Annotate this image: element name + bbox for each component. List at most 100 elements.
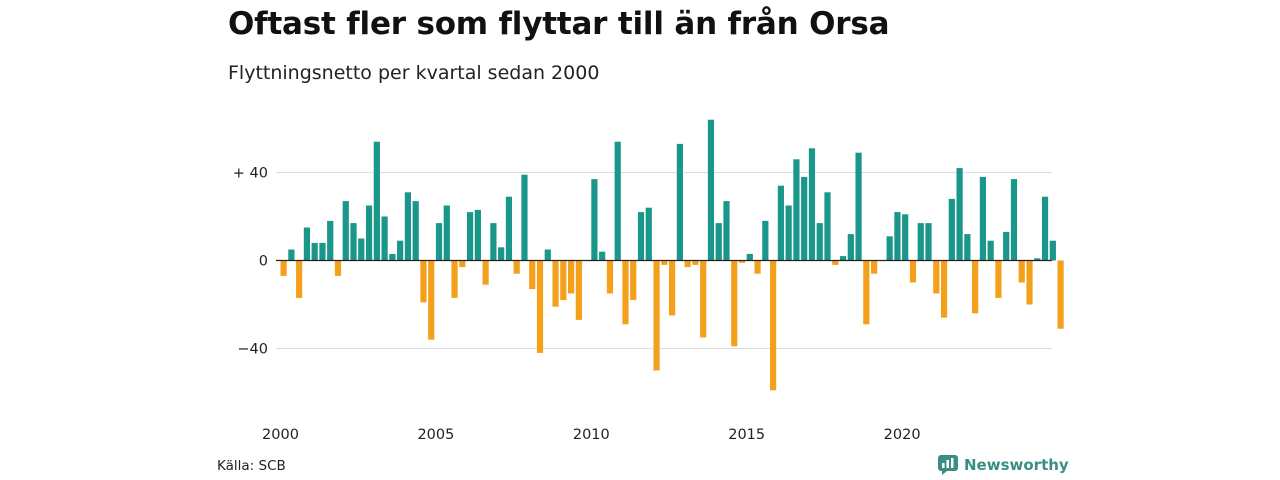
y-tick-label: 0 (259, 254, 268, 270)
bar-negative (420, 260, 427, 303)
bar-positive (288, 249, 295, 261)
bar-negative (738, 260, 746, 263)
bar-positive (1041, 196, 1049, 261)
bar-negative (334, 260, 342, 276)
bar-negative (280, 260, 287, 276)
bar-positive (808, 148, 816, 261)
bar-negative (560, 260, 567, 301)
bar-positive (373, 141, 380, 261)
bar-negative (995, 260, 1002, 298)
bar-negative (296, 260, 303, 298)
bar-negative (871, 260, 878, 274)
bar-positive (599, 251, 606, 261)
bar-negative (552, 260, 559, 307)
newsworthy-icon (938, 455, 958, 475)
bar-positive (676, 143, 683, 261)
x-tick-label: 2000 (262, 427, 299, 443)
bar-positive (839, 256, 847, 261)
bar-negative (575, 260, 582, 320)
bar-positive (350, 223, 357, 261)
bar-negative (700, 260, 707, 338)
bar-positive (707, 119, 715, 261)
bar-positive (521, 174, 528, 261)
bar-negative (909, 260, 917, 283)
bar-positive (987, 240, 994, 261)
bar-negative (622, 260, 629, 325)
newsworthy-logo[interactable]: Newsworthy (938, 455, 1069, 475)
bars (280, 119, 1064, 391)
bar-negative (684, 260, 691, 268)
y-tick-label: + 40 (233, 166, 268, 182)
bar-positive (979, 176, 986, 261)
chart-title: Oftast fler som flyttar till än från Ors… (228, 6, 890, 42)
x-tick-label: 2015 (728, 427, 765, 443)
bar-negative (459, 260, 466, 268)
bar-positive (404, 192, 412, 261)
bar-negative (770, 260, 777, 391)
bar-positive (762, 220, 769, 261)
bar-negative (1026, 260, 1033, 305)
bar-negative (451, 260, 458, 298)
bar-negative (731, 260, 738, 347)
bar-positive (964, 234, 971, 261)
bar-negative (669, 260, 676, 316)
bar-positive (645, 207, 652, 261)
bar-positive (389, 253, 396, 261)
bar-negative (529, 260, 536, 290)
bar-positive (474, 209, 481, 261)
bar-positive (956, 168, 963, 261)
bar-negative (832, 260, 839, 265)
bar-positive (412, 201, 419, 261)
bar-positive (505, 196, 513, 261)
bar-positive (777, 185, 784, 261)
bar-positive (358, 238, 365, 261)
bar-positive (637, 212, 645, 261)
bar-negative (1018, 260, 1025, 283)
bar-negative (692, 260, 699, 265)
bar-positive (544, 249, 551, 261)
bar-positive (855, 152, 862, 261)
bar-negative (428, 260, 435, 340)
bar-positive (381, 216, 388, 261)
bar-positive (466, 212, 474, 261)
bar-negative (972, 260, 979, 314)
bar-positive (801, 176, 808, 261)
bar-positive (715, 223, 722, 261)
bar-positive (824, 192, 831, 261)
bar-negative (513, 260, 520, 274)
bar-negative (606, 260, 614, 294)
bar-negative (754, 260, 761, 274)
bar-positive (591, 179, 598, 261)
bar-positive (614, 141, 621, 261)
bar-positive (1034, 258, 1041, 261)
bar-positive (925, 223, 932, 261)
bar-positive (785, 205, 792, 261)
bar-negative (940, 260, 948, 318)
brand-name: Newsworthy (964, 456, 1069, 474)
x-tick-label: 2010 (573, 427, 610, 443)
bar-positive (397, 240, 404, 261)
x-tick-label: 2005 (417, 427, 454, 443)
bar-positive (793, 159, 800, 261)
bar-positive (1003, 231, 1010, 261)
bar-positive (723, 201, 730, 261)
x-tick-label: 2020 (884, 427, 921, 443)
bar-positive (342, 201, 349, 261)
bar-positive (902, 214, 909, 261)
bar-negative (933, 260, 940, 294)
bar-positive (311, 242, 318, 261)
bar-negative (536, 260, 544, 353)
bar-negative (1057, 260, 1064, 329)
bar-positive (327, 220, 334, 261)
bar-positive (490, 223, 497, 261)
source-note: Källa: SCB (217, 458, 286, 474)
bar-positive (894, 212, 901, 261)
bar-positive (847, 234, 854, 261)
bar-positive (319, 242, 326, 261)
chart-subtitle: Flyttningsnetto per kvartal sedan 2000 (228, 62, 600, 84)
bar-positive (435, 223, 443, 261)
gridlines (276, 172, 1052, 349)
bar-positive (886, 236, 893, 261)
bar-positive (365, 205, 373, 261)
